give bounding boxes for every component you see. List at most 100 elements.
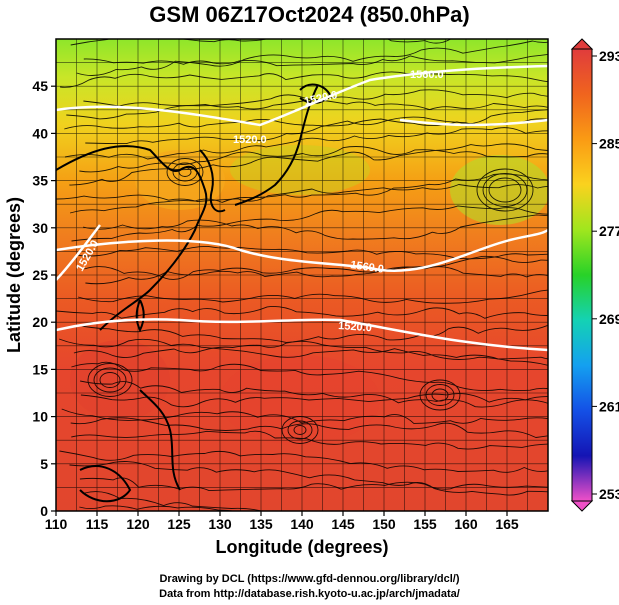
colorbar-ticks: 293 285 277 269 261 253 — [592, 48, 619, 502]
x-tick-label: 150 — [372, 516, 396, 532]
coastline-korea — [199, 149, 226, 213]
x-axis-ticks: 110 115 120 125 130 135 140 145 150 155 160 165 — [45, 511, 519, 532]
y-tick-label: 30 — [32, 220, 48, 236]
x-tick-label: 140 — [290, 516, 314, 532]
contour-1520-south — [56, 318, 548, 352]
colorbar: 293 285 277 269 261 253 — [570, 38, 619, 512]
streamline — [58, 338, 548, 360]
streamline — [69, 461, 548, 496]
coastline-borneo — [79, 465, 132, 503]
coastline-japan — [234, 84, 319, 206]
y-tick-label: 15 — [32, 361, 48, 377]
streamline — [71, 361, 548, 392]
streamline — [56, 184, 548, 202]
contour-label: 1520.0 — [338, 320, 372, 334]
streamline — [76, 324, 548, 343]
x-tick-label: 145 — [331, 516, 355, 532]
streamline — [70, 417, 548, 438]
y-tick-label: 0 — [40, 503, 48, 519]
streamline — [77, 289, 548, 304]
streamline — [80, 380, 548, 408]
contour-1520-west — [56, 224, 101, 281]
colorbar-tick-label: 269 — [599, 311, 619, 327]
streamline — [79, 477, 548, 492]
streamline — [83, 98, 548, 111]
x-tick-label: 115 — [86, 516, 109, 532]
streamline — [66, 89, 548, 120]
streamline — [64, 109, 548, 130]
figure-title: GSM 06Z17Oct2024 (850.0hPa) — [149, 2, 470, 27]
coastlines — [56, 83, 332, 503]
streamline — [85, 266, 548, 285]
streamline — [64, 127, 548, 160]
streamline-eddy — [99, 372, 121, 388]
streamline — [59, 450, 548, 473]
streamline — [73, 340, 548, 366]
x-tick-label: 155 — [413, 516, 437, 532]
x-tick-label: 160 — [454, 516, 478, 532]
y-tick-label: 25 — [32, 267, 48, 283]
streamline — [83, 214, 548, 240]
streamline-eddy — [281, 416, 319, 444]
streamline — [83, 53, 548, 67]
x-tick-label: 125 — [167, 516, 191, 532]
colorbar-tick-label: 277 — [599, 223, 619, 239]
contour-label: 1520.0 — [233, 134, 267, 146]
y-tick-label: 5 — [40, 456, 48, 472]
streamline — [76, 245, 548, 260]
colorbar-bottom-arrow — [570, 500, 594, 512]
streamline-eddy — [287, 420, 313, 440]
streamline — [71, 205, 548, 242]
streamline — [79, 146, 548, 173]
streamline — [71, 430, 548, 450]
contour-label: 1560.0 — [350, 259, 385, 276]
contour-1520-north — [56, 64, 548, 127]
streamline-eddy — [482, 173, 528, 207]
y-tick-label: 40 — [32, 125, 48, 141]
x-tick-label: 165 — [495, 516, 519, 532]
y-axis-label: Latitude (degrees) — [4, 197, 24, 353]
colorbar-tick-label: 285 — [599, 136, 619, 152]
streamline — [60, 71, 548, 88]
streamline-eddy — [87, 363, 133, 397]
colorbar-top-arrow — [570, 38, 594, 50]
contour-label: 1560.0 — [410, 69, 444, 81]
y-tick-label: 20 — [32, 314, 48, 330]
streamline-eddy — [93, 367, 127, 393]
coastline-asia — [56, 145, 208, 331]
streamline — [84, 491, 264, 511]
streamline-eddy — [419, 379, 461, 411]
colorbar-scale — [571, 48, 593, 502]
streamline-eddy — [431, 388, 449, 402]
credit-line-1: Drawing by DCL (https://www.gfd-dennou.o… — [159, 573, 460, 585]
y-tick-label: 35 — [32, 173, 48, 189]
y-tick-label: 45 — [32, 78, 48, 94]
streamline — [56, 306, 548, 319]
colorbar-tick-label: 261 — [599, 398, 619, 414]
coastline-philippines — [139, 389, 181, 491]
streamline — [69, 143, 548, 186]
streamline — [69, 173, 548, 214]
x-tick-label: 120 — [126, 516, 150, 532]
streamline — [79, 505, 237, 511]
colorbar-tick-label: 293 — [599, 48, 619, 64]
streamline-eddy — [425, 384, 455, 406]
lat-lon-grid — [56, 39, 548, 511]
streamline — [76, 40, 548, 76]
y-axis-ticks: 0 5 10 15 20 25 30 35 40 45 — [32, 78, 56, 519]
streamline-eddy — [488, 177, 522, 203]
coastline-taiwan — [135, 299, 145, 333]
colorbar-tick-label: 253 — [599, 486, 619, 502]
x-tick-label: 110 — [45, 516, 68, 532]
contour-1560 — [56, 228, 548, 273]
contour-1520-ne — [399, 118, 548, 127]
height-contours — [56, 64, 548, 352]
streamline — [84, 255, 548, 280]
streamline-eddy — [166, 158, 204, 186]
streamline-eddy — [476, 168, 534, 212]
streamline-eddy — [293, 425, 307, 435]
wind-streamlines — [56, 39, 548, 511]
x-axis-label: Longitude (degrees) — [215, 537, 388, 557]
credit-line-2: Data from http://database.rish.kyoto-u.a… — [159, 588, 460, 600]
